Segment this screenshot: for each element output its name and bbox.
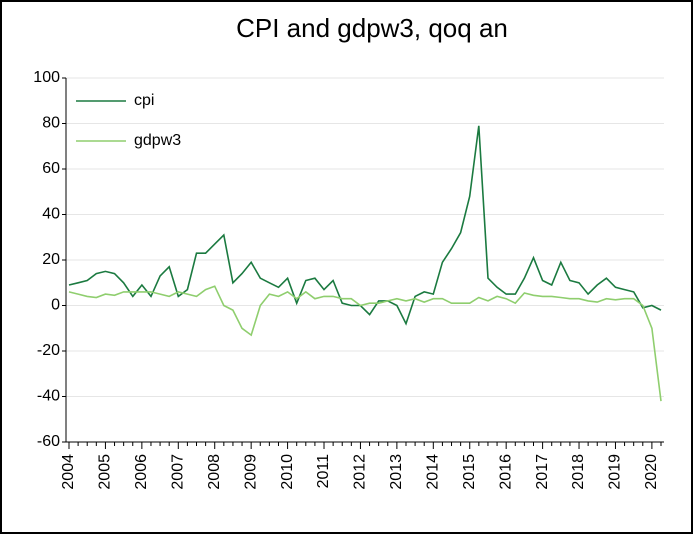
x-tick-label: 2014 [425,454,442,490]
legend-label: cpi [134,92,154,109]
x-tick-label: 2017 [534,454,551,490]
y-tick-label: 80 [42,115,60,132]
x-tick-label: 2007 [170,454,187,490]
chart-title: CPI and gdpw3, qoq an [236,13,508,43]
y-tick-label: 0 [51,297,60,314]
x-tick-label: 2015 [461,454,478,490]
x-tick-label: 2004 [60,454,77,490]
y-tick-label: 60 [42,160,60,177]
x-tick-label: 2020 [643,454,660,490]
y-tick-label: -40 [37,388,60,405]
x-tick-label: 2006 [133,454,150,490]
x-tick-label: 2010 [279,454,296,490]
y-tick-label: 40 [42,206,60,223]
series-line [68,125,662,326]
y-tick-label: -60 [37,433,60,450]
x-tick-label: 2005 [97,454,114,490]
legend-label: gdpw3 [134,132,181,149]
x-tick-label: 2018 [570,454,587,490]
y-tick-label: 100 [33,69,60,86]
x-tick-label: 2013 [388,454,405,490]
x-tick-label: 2009 [242,454,259,490]
x-tick-label: 2011 [315,454,332,489]
x-tick-label: 2012 [352,454,369,490]
y-tick-label: 20 [42,251,60,268]
series-line [68,285,662,402]
x-tick-label: 2019 [607,454,624,490]
x-tick-label: 2016 [497,454,514,490]
x-tick-label: 2008 [206,454,223,490]
y-tick-label: -20 [37,342,60,359]
